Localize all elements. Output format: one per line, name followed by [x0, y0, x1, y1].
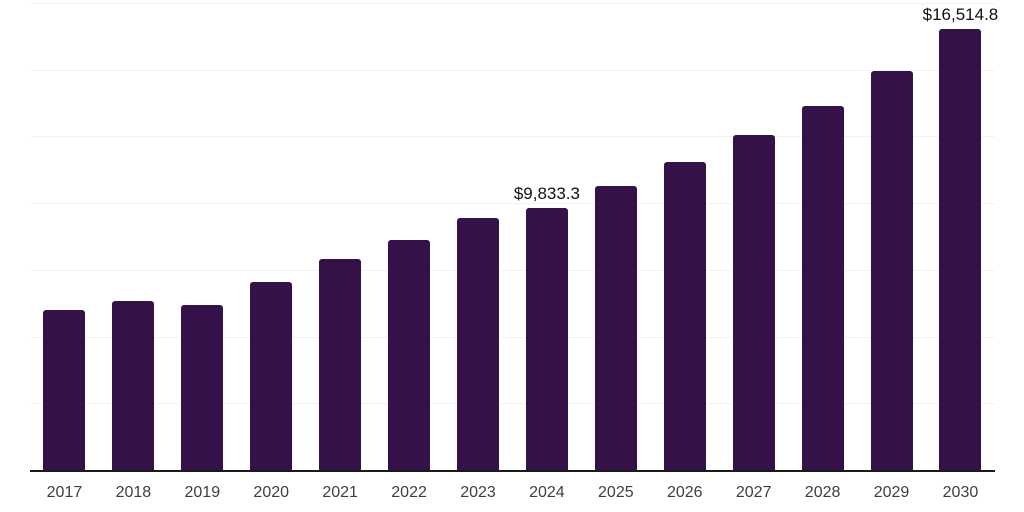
gridline-12500 [30, 136, 995, 138]
x-tick-2026: 2026 [666, 484, 703, 501]
bar-2025 [594, 185, 637, 470]
plot-area: $9,833.3 $16,514.8 [30, 3, 998, 472]
bar-2028 [801, 106, 844, 470]
x-tick-2020: 2020 [253, 484, 290, 501]
bar-series: $9,833.3 $16,514.8 [30, 3, 998, 470]
bar-2021 [319, 259, 362, 470]
bar-2022 [388, 240, 431, 470]
gridline-15000 [30, 69, 995, 71]
x-tick-2027: 2027 [735, 484, 772, 501]
bar-band-2030: $16,514.8 [923, 3, 998, 470]
bar-2027 [732, 134, 775, 470]
x-tick-2017: 2017 [46, 484, 83, 501]
bar-2026 [663, 162, 706, 470]
gridline-2500 [30, 403, 995, 405]
bar-band-2018 [99, 3, 168, 470]
x-tick-2024: 2024 [529, 484, 565, 501]
gridline-5000 [30, 336, 995, 338]
bar-band-2023 [444, 3, 513, 470]
bar-band-2027 [719, 3, 788, 470]
bar-2024 [525, 207, 568, 470]
bar-2023 [456, 217, 499, 470]
gridline-17500 [30, 3, 995, 4]
x-tick-2029: 2029 [873, 484, 910, 501]
bar-2018 [112, 301, 155, 470]
x-tick-2028: 2028 [804, 484, 841, 501]
bar-2030 [939, 29, 982, 470]
bar-band-2021 [306, 3, 375, 470]
value-label-2024: $9,833.3 [513, 183, 580, 203]
bar-band-2025 [581, 3, 650, 470]
x-tick-2030: 2030 [942, 484, 979, 501]
bar-2017 [43, 309, 86, 470]
bar-2020 [250, 281, 293, 470]
bar-band-2019 [168, 3, 237, 470]
x-tick-2022: 2022 [391, 484, 427, 501]
x-tick-2023: 2023 [460, 484, 496, 501]
x-axis: 2017 2018 2019 2020 2021 2022 2023 2024 2025 2026… [30, 483, 995, 503]
bar-2019 [181, 304, 224, 470]
x-tick-2021: 2021 [322, 484, 358, 501]
bar-band-2029 [857, 3, 926, 470]
bar-2029 [870, 70, 913, 470]
gridline-7500 [30, 269, 995, 271]
x-tick-2018: 2018 [115, 484, 152, 501]
gridline-10000 [30, 203, 995, 205]
x-tick-2019: 2019 [184, 484, 221, 501]
bar-band-2017 [30, 3, 99, 470]
x-tick-2025: 2025 [598, 484, 634, 501]
value-label-2030: $16,514.8 [922, 5, 999, 25]
bar-band-2020 [237, 3, 306, 470]
bar-band-2028 [788, 3, 857, 470]
bar-band-2024: $9,833.3 [512, 3, 581, 470]
bar-band-2026 [650, 3, 719, 470]
bar-band-2022 [375, 3, 444, 470]
